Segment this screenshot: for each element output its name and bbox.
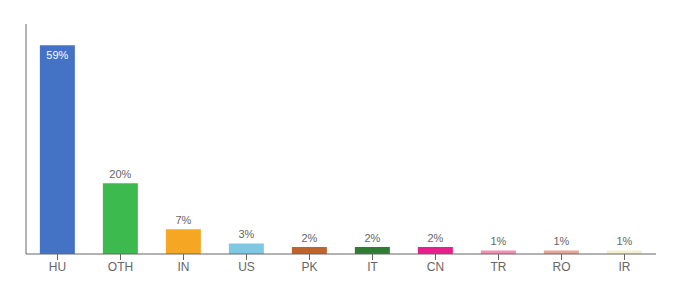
svg-text:US: US bbox=[238, 260, 255, 274]
svg-text:HU: HU bbox=[49, 260, 66, 274]
svg-text:2%: 2% bbox=[427, 232, 443, 244]
svg-text:PK: PK bbox=[301, 260, 317, 274]
svg-text:20%: 20% bbox=[109, 168, 131, 180]
svg-text:TR: TR bbox=[491, 260, 507, 274]
svg-text:IN: IN bbox=[178, 260, 190, 274]
svg-text:59%: 59% bbox=[46, 49, 68, 61]
svg-text:1%: 1% bbox=[616, 235, 632, 247]
svg-text:CN: CN bbox=[427, 260, 444, 274]
svg-text:2%: 2% bbox=[301, 232, 317, 244]
svg-text:RO: RO bbox=[553, 260, 571, 274]
svg-text:1%: 1% bbox=[490, 235, 506, 247]
svg-text:2%: 2% bbox=[364, 232, 380, 244]
svg-text:IR: IR bbox=[619, 260, 631, 274]
svg-text:IT: IT bbox=[367, 260, 378, 274]
svg-text:7%: 7% bbox=[175, 214, 191, 226]
svg-text:3%: 3% bbox=[238, 228, 254, 240]
svg-text:1%: 1% bbox=[553, 235, 569, 247]
svg-text:OTH: OTH bbox=[108, 260, 133, 274]
